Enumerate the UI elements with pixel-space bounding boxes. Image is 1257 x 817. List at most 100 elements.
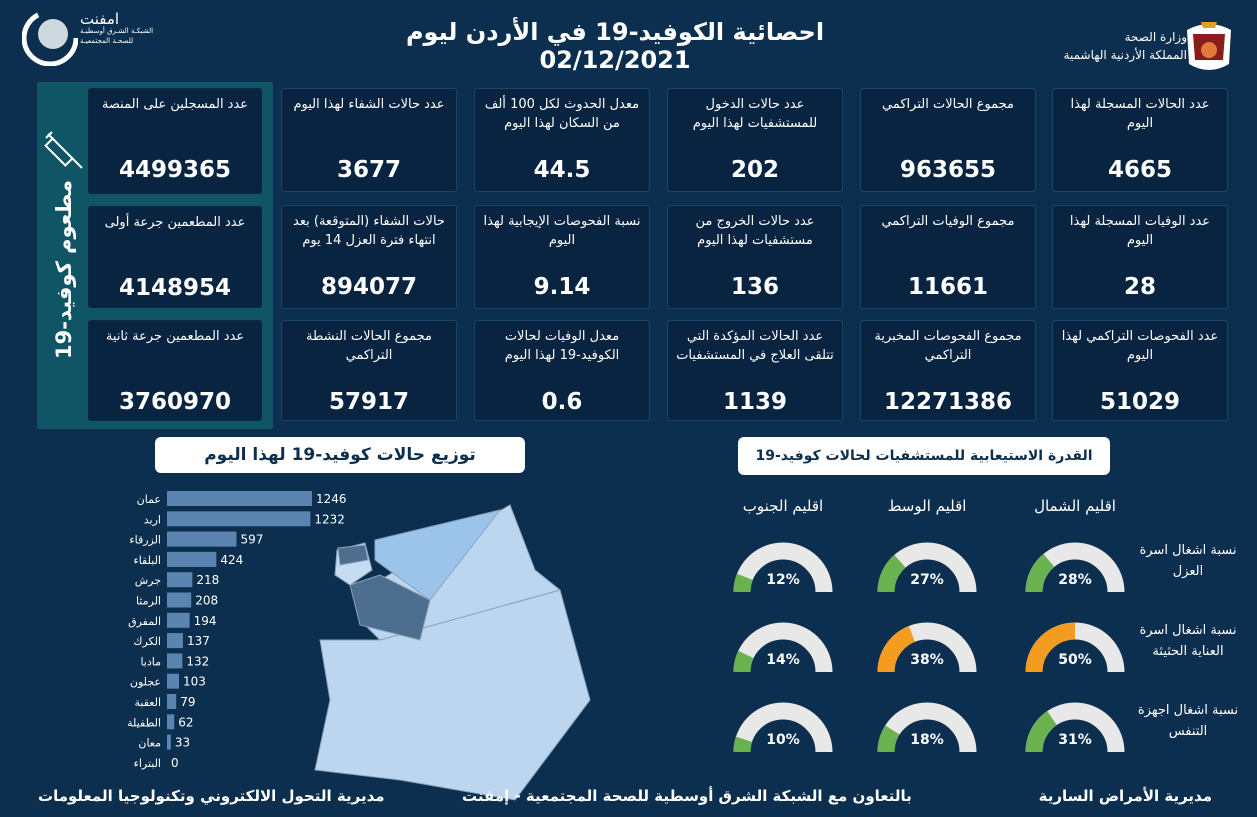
stat-card: نسبة الفحوصات الإيجابية لهذا اليوم 9.14 [474, 205, 650, 309]
gauge-percent: 14% [766, 652, 800, 668]
bar [167, 592, 192, 608]
region-header: اقليم الوسط [887, 497, 967, 515]
footer-left: مديرية التحول الالكتروني وتكنولوجيا المع… [38, 787, 385, 805]
vaccine-card: عدد المطعمين جرعة أولى 4148954 [88, 206, 262, 308]
title-text: احصائية الكوفيد-19 في الأردن ليوم [405, 18, 825, 46]
stat-value: 57917 [328, 389, 410, 415]
gauge-fill [1025, 622, 1076, 673]
stat-card: عدد الحالات المؤكدة التي تتلقى العلاج في… [667, 320, 843, 421]
bar-value-label: 62 [178, 715, 193, 729]
bar [167, 531, 237, 547]
stat-label: مجموع الحالات التراكمي [882, 97, 1015, 112]
map-region-mafraq [374, 509, 502, 601]
gauge-track [733, 702, 833, 753]
partner-name: امفنت [80, 10, 120, 28]
stat-card: مجموع الفحوصات المخبرية التراكمي 12271386 [860, 320, 1036, 421]
gauge-fill [1025, 711, 1058, 753]
bar-value-label: 33 [175, 736, 190, 750]
ministry-line2: المملكة الأردنية الهاشمية [1063, 48, 1187, 62]
gauge-fill [733, 573, 753, 593]
bar-value-label: 424 [220, 553, 243, 567]
gauge-percent: 10% [766, 732, 800, 748]
gauge-fill [877, 625, 916, 673]
bar-category-label: العقبة [135, 696, 162, 709]
stat-label: عدد حالات الشفاء لهذا اليوم [293, 97, 445, 112]
vaccine-label: عدد المطعمين جرعة ثانية [105, 329, 245, 344]
vaccine-value: 4148954 [118, 275, 232, 301]
bar-category-label: معان [138, 737, 161, 750]
gauge-percent: 28% [1058, 572, 1092, 588]
gauge-fill [877, 554, 906, 593]
gauge-fill [1025, 553, 1055, 593]
bar-value-label: 1246 [316, 492, 347, 506]
vaccine-value: 3760970 [118, 389, 232, 415]
gauge-track [733, 542, 833, 593]
bar-value-label: 218 [196, 573, 219, 587]
footer-center: بالتعاون مع الشبكة الشرق أوسطية للصحة ال… [462, 787, 912, 805]
syringe-icon [44, 131, 83, 169]
jordan-map [314, 504, 591, 801]
bar-value-label: 1232 [314, 512, 345, 526]
stat-card: حالات الشفاء (المتوقعة) بعد انتهاء فترة … [281, 205, 457, 309]
region-header: اقليم الجنوب [742, 497, 824, 515]
partner-line1: الشبكـة الشـرق أوسطيـة [80, 27, 154, 35]
map-region-irbid [337, 544, 369, 566]
stat-value: 11661 [907, 274, 989, 300]
stat-label: حالات الشفاء (المتوقعة) بعد انتهاء فترة … [293, 214, 445, 248]
bar-value-label: 0 [171, 756, 179, 770]
stat-value: 202 [730, 157, 779, 183]
vaccine-label: عدد المسجلين على المنصة [101, 97, 249, 112]
stat-card: مجموع الحالات النشطة التراكمي 57917 [281, 320, 457, 421]
stat-card: عدد الفحوصات التراكمي لهذا اليوم 51029 [1052, 320, 1228, 421]
metric-label: نسبة اشغال اسرة العناية الحثيثة [1139, 623, 1237, 659]
bar [167, 714, 175, 730]
stat-value: 51029 [1099, 389, 1181, 415]
bar [167, 653, 183, 669]
bar [167, 734, 171, 750]
bar-value-label: 194 [194, 614, 217, 628]
stat-card: معدل الوفيات لحالات الكوفيد-19 لهذا اليو… [474, 320, 650, 421]
title-date: 02/12/2021 [539, 46, 691, 74]
stat-value: 963655 [899, 157, 997, 183]
gauge-percent: 12% [766, 572, 800, 588]
bar-value-label: 132 [186, 654, 209, 668]
stat-value: 3677 [336, 157, 401, 183]
stat-label: مجموع الفحوصات المخبرية التراكمي [874, 329, 1022, 363]
stat-card: مجموع الوفيات التراكمي 11661 [860, 205, 1036, 309]
bar-category-label: البلقاء [134, 554, 161, 567]
emphnet-logo-icon [22, 10, 78, 66]
stat-label: عدد حالات الخروج من مستشفيات لهذا اليوم [695, 214, 815, 248]
bar-value-label: 103 [183, 675, 206, 689]
gauge-section-title: القدرة الاستيعابية للمستشفيات لحالات كوف… [738, 437, 1110, 475]
bar-category-label: اربد [144, 513, 161, 526]
gauge-percent: 50% [1058, 652, 1092, 668]
region-header: اقليم الشمال [1034, 497, 1116, 515]
stat-card: عدد حالات الخروج من مستشفيات لهذا اليوم 1… [667, 205, 843, 309]
bar-value-label: 137 [187, 634, 210, 648]
stat-label: عدد حالات الدخول للمستشفيات لهذا اليوم [692, 97, 818, 131]
bar-category-label: الطفيلة [127, 716, 161, 729]
bar [167, 633, 183, 649]
bar-value-label: 597 [240, 533, 263, 547]
partner-line2: للصحـة المجتمعيـة [80, 37, 134, 45]
bar-category-label: جرش [135, 574, 161, 587]
gauge-fill [733, 650, 754, 673]
stat-value: 4665 [1107, 157, 1172, 183]
map-region-south [314, 589, 591, 801]
stat-value: 1139 [722, 389, 787, 415]
stat-value: 0.6 [541, 389, 583, 415]
bar-category-label: البتراء [134, 757, 161, 770]
stat-value: 9.14 [533, 274, 591, 300]
jordan-coat-of-arms-icon [1187, 22, 1231, 70]
bar-category-label: عمان [137, 493, 161, 506]
chart-title: توزيع حالات كوفيد-19 لهذا اليوم [155, 437, 525, 473]
gauge-percent: 27% [910, 572, 944, 588]
bar [167, 612, 190, 628]
map-region-amman-zarqa [349, 574, 431, 641]
stat-label: معدل الحدوث لكل 100 ألف من السكان لهذا ا… [484, 97, 640, 131]
bar [167, 673, 179, 689]
bar-category-label: الكرك [133, 635, 161, 648]
bar-category-label: المفرق [128, 615, 161, 628]
bar [167, 694, 177, 709]
